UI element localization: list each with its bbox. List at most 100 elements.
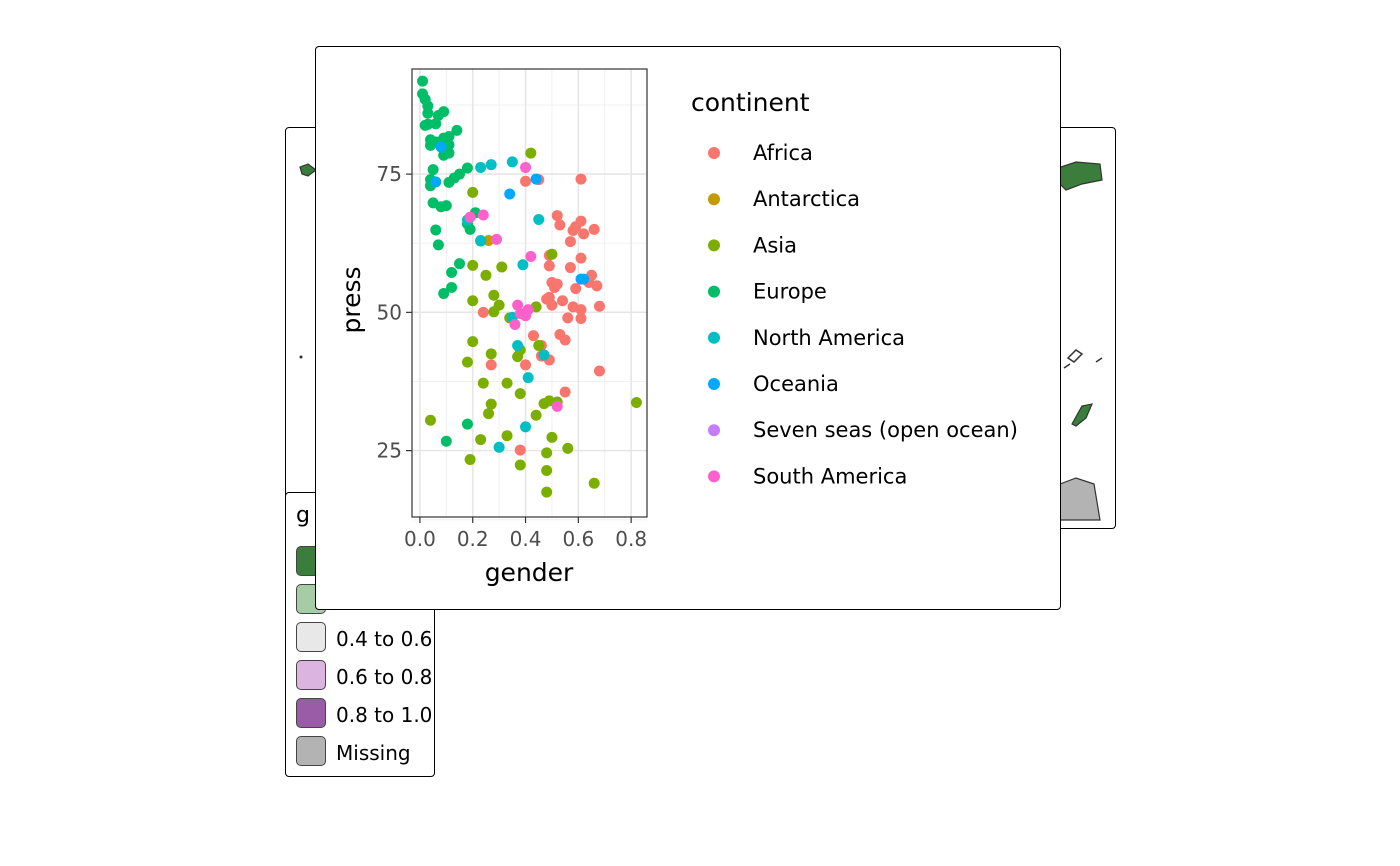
scatter-point [520,310,532,322]
scatter-point [546,248,558,260]
scatter-point [467,186,479,198]
y-tick-label: 25 [377,439,402,463]
scatter-chart: 0.0 0.2 0.4 0.6 0.8 25 50 75 gender press conti… [337,68,1018,587]
scatter-point [422,107,434,119]
map-legend-key [296,736,326,766]
scatter-point [461,162,473,174]
scatter-point [570,283,582,295]
scatter-point [575,304,587,316]
plot-border [411,68,648,518]
legend-label: Oceania [753,372,839,396]
scatter-point [591,280,603,292]
scatter-point [451,124,463,136]
scatter-point [520,175,532,187]
scatter-point [559,386,571,398]
x-tick-label: 0.4 [510,527,542,551]
legend-label: Europe [753,280,827,304]
scatter-point [464,453,476,465]
legend-key [708,331,720,344]
legend-label: Africa [753,141,813,165]
scatter-point [438,288,450,300]
map-land-west [299,163,317,177]
x-axis-title: gender [485,558,574,587]
scatter-point [480,269,492,281]
scatter-point [562,442,574,454]
scatter-point [417,75,429,87]
scatter-point [522,372,534,384]
legend-key [708,193,720,206]
scatter-point [440,200,452,212]
map-legend-label: 0.8 to 1.0 [336,703,433,727]
map-legend-key [296,698,326,728]
scatter-point [570,221,582,233]
scatter-point [430,224,442,236]
map-legend: g 0.4 to 0.6 0.6 to 0.8 0.8 to 1.0 Missi… [285,492,435,777]
scatter-point [488,289,500,301]
scatter-point [440,435,452,447]
scatter-point [630,397,642,409]
scatter-point [588,223,600,235]
map-legend-key [296,660,326,690]
scatter-point [588,477,600,489]
scatter-point [593,300,605,312]
scatter-point [525,147,537,159]
scatter-point [485,348,497,360]
scatter-point [559,334,571,346]
scatter-point [554,219,566,231]
scatter-point [564,236,576,248]
x-tick-label: 0.0 [404,527,436,551]
scatter-point [454,258,466,270]
scatter-point [427,164,439,176]
scatter-point [464,211,476,223]
map-legend-label: 0.4 to 0.6 [336,627,433,651]
map-legend-item: 0.4 to 0.6 [296,621,436,655]
scatter-point [541,447,553,459]
legend-title: continent [691,88,810,117]
scatter-point [512,299,524,311]
scatter-point [538,349,550,361]
scatter-point [533,340,545,352]
scatter-point [488,306,500,318]
scatter-point [501,430,513,442]
scatter-point [549,281,561,293]
scatter-point [443,130,455,142]
scatter-point [525,250,537,262]
scatter-point [551,400,563,412]
scatter-point [430,118,442,130]
scatter-point [501,377,513,389]
legend-label: Asia [753,233,797,257]
scatter-point [533,213,545,225]
scatter-point [527,330,539,342]
map-legend-item: 0.8 to 1.0 [296,697,436,731]
scatter-point [593,365,605,377]
scatter-point [496,261,508,273]
map-land-antarctica [1059,477,1101,521]
scatter-point [512,351,524,363]
legend-label: North America [753,326,905,350]
legend-label: South America [753,464,907,488]
scatter-point [483,408,495,420]
scatter-point [551,210,563,222]
scatter-point [435,141,447,153]
map-legend-label: 0.6 to 0.8 [336,665,433,689]
scatter-point [461,418,473,430]
scatter-point [475,434,487,446]
scatter-point [477,306,489,318]
scatter-point [477,209,489,221]
scatter-point [430,176,442,188]
scatter-point [464,223,476,235]
scatter-point [475,161,487,173]
point-layer [417,75,642,498]
scatter-point [546,431,558,443]
scatter-point [485,398,497,410]
y-axis-title: press [337,266,366,333]
scatter-point [504,188,516,200]
tick-layer: 0.0 0.2 0.4 0.6 0.8 25 50 75 [377,162,648,551]
scatter-point [443,176,455,188]
scatter-legend: Africa Antarctica Asia Europe North America O… [708,141,1018,488]
scatter-point [564,262,576,274]
scatter-point [490,233,502,245]
map-land-islands [1063,349,1103,369]
scatter-point [578,273,590,285]
scatter-point [530,173,542,185]
